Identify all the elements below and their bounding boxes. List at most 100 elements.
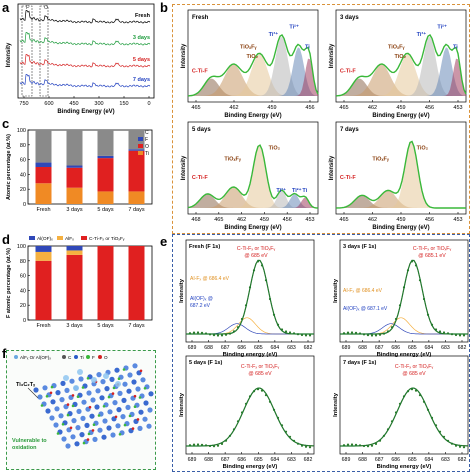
y-tick-label: 80 xyxy=(20,143,26,149)
bar-segment xyxy=(128,149,145,151)
bar-segment xyxy=(66,250,83,255)
fit-component xyxy=(336,54,466,96)
x-tick-label: 3 days xyxy=(66,323,82,329)
atom xyxy=(58,413,64,419)
particle xyxy=(103,373,109,379)
subplot-frame xyxy=(187,121,319,215)
atom xyxy=(79,432,85,438)
series-label: Fresh xyxy=(135,13,151,19)
x-tick-label: 687 xyxy=(221,457,230,463)
fit-component xyxy=(336,195,466,208)
x-tick-label: 684 xyxy=(425,345,434,351)
note-text: oxidation xyxy=(12,445,37,451)
x-tick-label: 687 xyxy=(375,345,384,351)
x-tick-label: 462 xyxy=(368,105,377,111)
atom xyxy=(81,386,85,389)
x-axis-label: Binding energy (eV) xyxy=(223,464,278,470)
peak-label: Ti³⁺ xyxy=(417,31,427,38)
x-tick-label: 686 xyxy=(237,457,246,463)
atom xyxy=(101,434,107,440)
legend-marker xyxy=(98,355,102,359)
data-point xyxy=(192,331,196,334)
annotation: Al(OF)ₓ @ 687.1 eV xyxy=(343,306,388,312)
x-tick-label: 150 xyxy=(119,101,128,107)
atom xyxy=(49,391,53,395)
panel-c-chart: 0 20 40 60 80 100 Fresh 3 days 5 days 7 days Atomi… xyxy=(6,128,153,213)
y-tick-label: 20 xyxy=(20,187,26,193)
atom xyxy=(50,385,54,389)
y-tick-label: 100 xyxy=(17,244,26,250)
atom xyxy=(66,413,70,417)
subplot-title: 3 days xyxy=(340,15,359,21)
x-tick-label: 453 xyxy=(305,217,314,223)
bar-segment xyxy=(128,246,145,320)
peak-label: TiO₂ xyxy=(269,146,281,152)
atom xyxy=(107,409,113,415)
bar-segment xyxy=(35,251,52,261)
panel-letter-a: a xyxy=(2,0,10,15)
legend-label: C-Ti-Fₓ or TiOₓFᵧ xyxy=(89,236,125,242)
x-tick-label: 688 xyxy=(204,345,213,351)
data-point xyxy=(308,334,312,337)
subplot-title: Fresh xyxy=(192,15,209,21)
panel-b-chart: Fresh Ti²⁺ Ti³⁺ TiOₓFᵧ TiO₂ C-Ti-F Ti 465 462 459… xyxy=(181,9,467,231)
annotation: @ 685 eV xyxy=(402,371,426,377)
atom xyxy=(110,432,116,438)
atom xyxy=(49,415,55,421)
particle xyxy=(115,381,121,387)
atom xyxy=(70,434,76,440)
atom xyxy=(86,438,90,441)
atom xyxy=(127,372,133,378)
atom xyxy=(122,381,128,387)
annotation: Al(OF)ₓ @ xyxy=(190,296,213,302)
peak-label: C-Ti-F xyxy=(340,175,356,181)
atom xyxy=(115,423,121,429)
y-tick-label: 60 xyxy=(20,158,26,164)
fit-component xyxy=(188,54,318,96)
plot-frame xyxy=(27,129,153,205)
data-point xyxy=(370,444,374,447)
panel-b-frame xyxy=(172,4,470,234)
x-tick-label: 462 xyxy=(237,217,246,223)
bar-segment xyxy=(66,246,83,251)
atom xyxy=(143,387,147,390)
atom xyxy=(131,379,137,385)
atom xyxy=(94,404,100,410)
atom xyxy=(114,367,120,373)
fit-component xyxy=(186,323,314,335)
atom xyxy=(61,423,65,426)
peak-label: Ti³⁺ xyxy=(276,187,286,194)
atom xyxy=(81,399,87,405)
atom xyxy=(102,405,106,408)
atom xyxy=(66,403,70,406)
atom xyxy=(33,387,39,393)
bar-segment xyxy=(35,167,52,184)
x-tick-label: 0 xyxy=(147,101,150,107)
atom xyxy=(106,425,112,431)
bar-segment xyxy=(66,254,83,320)
x-tick-label: 450 xyxy=(69,101,78,107)
atom xyxy=(99,395,105,401)
x-axis-label: Binding energy (eV) xyxy=(223,352,278,358)
x-tick-label: 685 xyxy=(408,345,417,351)
y-axis-label: Intensity xyxy=(329,155,335,180)
atom xyxy=(102,418,108,424)
data-point xyxy=(350,331,354,334)
x-tick-label: 684 xyxy=(425,457,434,463)
fit-envelope xyxy=(335,140,466,209)
atom xyxy=(76,395,80,398)
atom xyxy=(71,394,75,397)
atom xyxy=(88,405,92,409)
data-point xyxy=(288,331,292,334)
fit-main xyxy=(340,259,468,335)
x-tick-label: 684 xyxy=(271,345,280,351)
atom xyxy=(40,404,44,407)
atom xyxy=(139,369,143,373)
atom xyxy=(100,379,106,385)
subplot-title: 5 days (F 1s) xyxy=(189,360,222,366)
spectrum-line xyxy=(19,54,151,68)
x-tick-label: 687 xyxy=(221,345,230,351)
spectrum-line xyxy=(19,10,151,24)
atom xyxy=(97,414,101,417)
legend-label: F xyxy=(92,355,95,360)
